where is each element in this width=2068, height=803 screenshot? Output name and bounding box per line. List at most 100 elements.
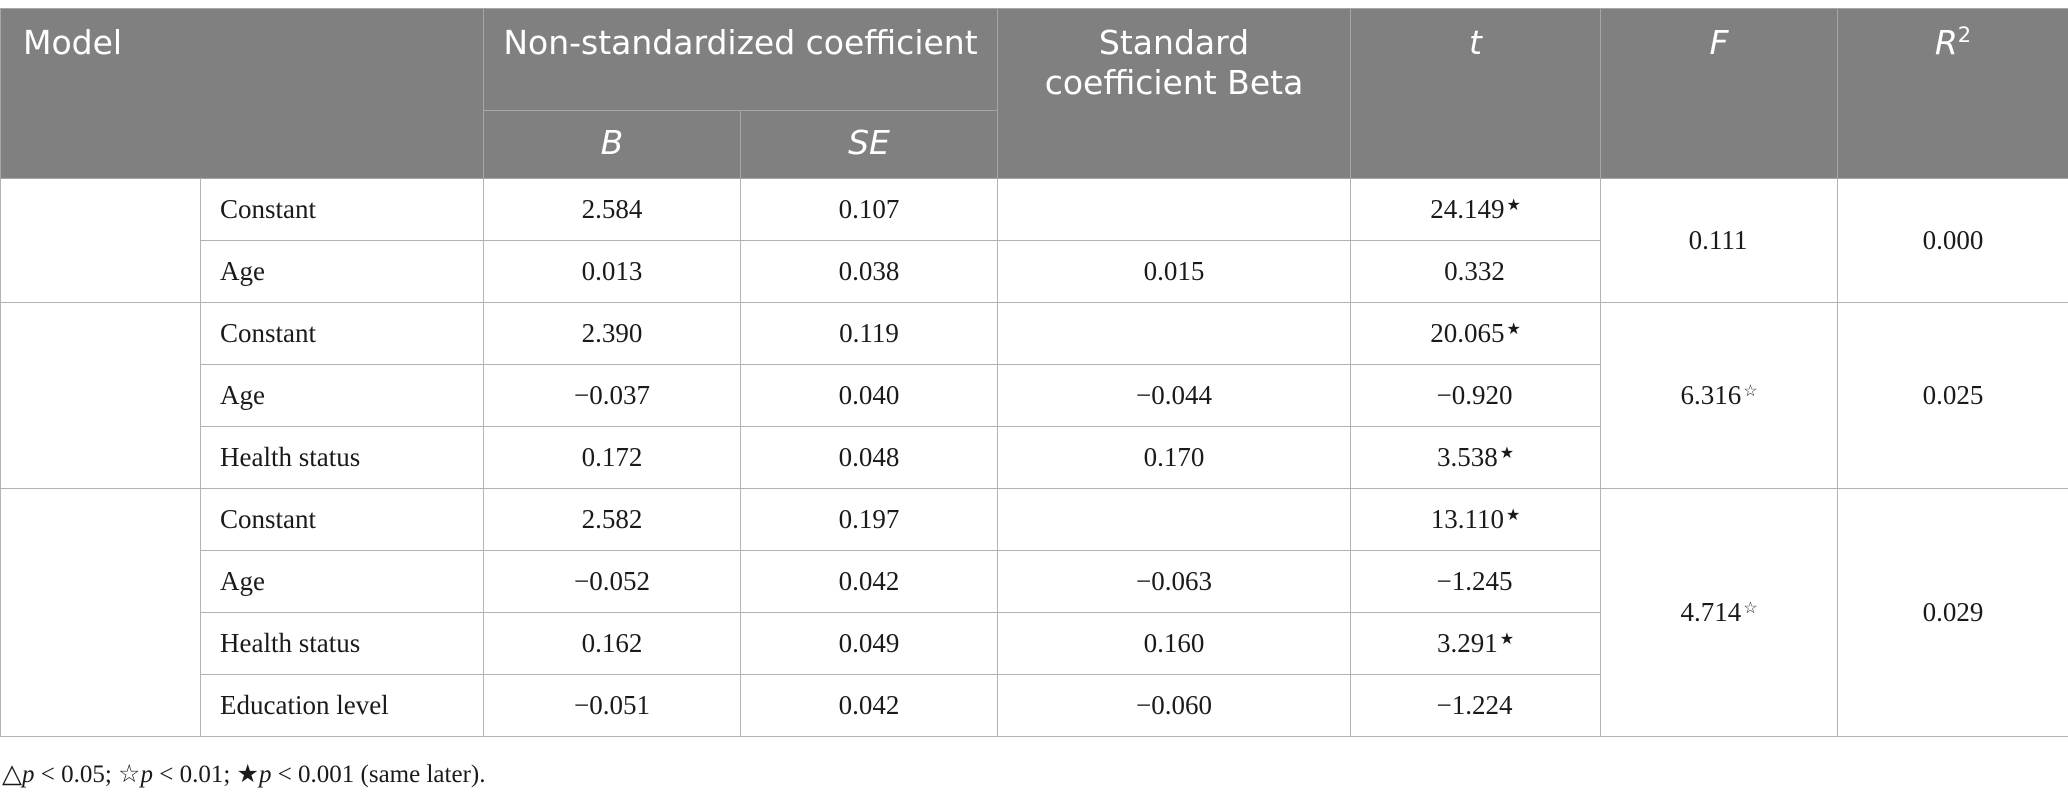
r-squared-superscript: 2 bbox=[1957, 23, 1972, 47]
table-row: Age −0.037 0.040 −0.044 −0.920 bbox=[1, 364, 2068, 427]
se-cell: 0.042 bbox=[740, 674, 998, 737]
se-cell: 0.049 bbox=[740, 612, 998, 675]
table-footnote: △p < 0.05; ☆p < 0.01; ★p < 0.001 (same l… bbox=[2, 759, 485, 789]
footnote-text: < 0.01; bbox=[152, 761, 237, 788]
significance-mark: ★ bbox=[1499, 445, 1515, 462]
table-row: Health status 0.162 0.049 0.160 3.291 ★ bbox=[1, 612, 2068, 675]
b-cell: 0.172 bbox=[483, 426, 741, 489]
beta-cell bbox=[997, 488, 1351, 551]
variable-cell: Health status bbox=[200, 612, 484, 675]
t-value: 3.538 bbox=[1436, 442, 1498, 472]
b-cell: 2.390 bbox=[483, 302, 741, 365]
t-value: 24.149 bbox=[1430, 194, 1505, 224]
p-symbol: p bbox=[22, 761, 35, 788]
f-value: 0.111 bbox=[1688, 225, 1748, 255]
se-cell: 0.038 bbox=[740, 240, 998, 303]
variable-cell: Age bbox=[200, 550, 484, 613]
header-f: F bbox=[1600, 8, 1838, 179]
table-row: Health status 0.172 0.048 0.170 3.538 ★ bbox=[1, 426, 2068, 489]
significance-mark: ★ bbox=[1506, 197, 1521, 214]
beta-cell bbox=[997, 178, 1351, 241]
beta-cell bbox=[997, 302, 1351, 365]
beta-cell: 0.015 bbox=[997, 240, 1351, 303]
t-cell: 24.149 ★ bbox=[1350, 178, 1601, 241]
variable-cell: Age bbox=[200, 240, 484, 303]
filled-star-icon: ★ bbox=[236, 761, 259, 788]
se-cell: 0.040 bbox=[740, 364, 998, 427]
t-cell: 20.065 ★ bbox=[1350, 302, 1601, 365]
table-row: Constant 2.582 0.197 13.110 ★ 4.714 ☆ 0.02… bbox=[0, 488, 2068, 737]
footnote-text: < 0.05; bbox=[34, 761, 119, 788]
variable-cell: Constant bbox=[200, 488, 484, 551]
t-cell: 0.332 bbox=[1350, 240, 1601, 303]
b-cell: −0.037 bbox=[483, 364, 741, 427]
header-model: Model bbox=[0, 8, 484, 179]
t-cell: 3.538 ★ bbox=[1350, 426, 1601, 489]
variable-cell: Age bbox=[200, 364, 484, 427]
t-cell: 13.110 ★ bbox=[1350, 488, 1601, 551]
f-value: 4.714 bbox=[1680, 597, 1742, 627]
r2-cell: 0.000 bbox=[1837, 178, 2068, 303]
t-cell: −0.920 bbox=[1350, 364, 1601, 427]
model-number-cell bbox=[0, 178, 201, 303]
t-cell: 3.291 ★ bbox=[1350, 612, 1601, 675]
table-row: Education level −0.051 0.042 −0.060 −1.2… bbox=[1, 674, 2068, 737]
header-non-standardized-coefficient: Non-standardized coefficient bbox=[483, 8, 998, 111]
t-value: −1.245 bbox=[1436, 566, 1513, 596]
p-symbol: p bbox=[258, 761, 272, 788]
f-cell: 6.316 ☆ bbox=[1600, 302, 1838, 489]
r2-cell: 0.029 bbox=[1837, 488, 2068, 737]
b-cell: 0.162 bbox=[483, 612, 741, 675]
header-r-squared: R2 bbox=[1837, 8, 2068, 179]
significance-mark: ★ bbox=[1499, 631, 1515, 648]
triangle-icon: △ bbox=[2, 759, 22, 788]
beta-cell: −0.060 bbox=[997, 674, 1351, 737]
t-value: −0.920 bbox=[1436, 380, 1513, 410]
b-cell: 2.582 bbox=[483, 488, 741, 551]
r2-cell: 0.025 bbox=[1837, 302, 2068, 489]
p-symbol: p bbox=[140, 761, 153, 788]
regression-table: Model Non-standardized coefficient Stand… bbox=[0, 8, 2068, 737]
t-value: 20.065 bbox=[1430, 318, 1505, 348]
table-row: Constant 2.584 0.107 24.149 ★ 0.111 0.000 bbox=[0, 178, 2068, 303]
se-cell: 0.048 bbox=[740, 426, 998, 489]
beta-cell: 0.170 bbox=[997, 426, 1351, 489]
b-cell: 2.584 bbox=[483, 178, 741, 241]
variable-cell: Health status bbox=[200, 426, 484, 489]
header-t: t bbox=[1350, 8, 1601, 179]
t-cell: −1.245 bbox=[1350, 550, 1601, 613]
b-cell: 0.013 bbox=[483, 240, 741, 303]
variable-cell: Constant bbox=[200, 178, 484, 241]
f-value: 6.316 bbox=[1680, 380, 1742, 410]
b-cell: −0.051 bbox=[483, 674, 741, 737]
beta-cell: −0.063 bbox=[997, 550, 1351, 613]
significance-mark: ☆ bbox=[1743, 600, 1758, 617]
se-cell: 0.197 bbox=[740, 488, 998, 551]
t-cell: −1.224 bbox=[1350, 674, 1601, 737]
f-cell: 4.714 ☆ bbox=[1600, 488, 1838, 737]
footnote-text: < 0.001 (same later). bbox=[271, 761, 486, 788]
f-cell: 0.111 bbox=[1600, 178, 1838, 303]
se-cell: 0.119 bbox=[740, 302, 998, 365]
open-star-icon: ☆ bbox=[118, 761, 141, 788]
table-row: Constant 2.390 0.119 20.065 ★ 6.316 ☆ 0.02… bbox=[0, 302, 2068, 489]
model-number-cell bbox=[0, 488, 201, 737]
se-cell: 0.042 bbox=[740, 550, 998, 613]
variable-cell: Constant bbox=[200, 302, 484, 365]
t-value: 0.332 bbox=[1444, 256, 1505, 286]
se-cell: 0.107 bbox=[740, 178, 998, 241]
b-cell: −0.052 bbox=[483, 550, 741, 613]
header-b: B bbox=[483, 110, 741, 179]
significance-mark: ★ bbox=[1505, 507, 1521, 524]
model-number-cell bbox=[0, 302, 201, 489]
beta-cell: −0.044 bbox=[997, 364, 1351, 427]
t-value: 3.291 bbox=[1436, 628, 1498, 658]
variable-cell: Education level bbox=[200, 674, 484, 737]
header-standard-coefficient-beta: Standard coefficient Beta bbox=[997, 8, 1351, 179]
t-value: 13.110 bbox=[1430, 504, 1504, 534]
table-row: Age −0.052 0.042 −0.063 −1.245 bbox=[1, 550, 2068, 613]
t-value: −1.224 bbox=[1436, 690, 1513, 720]
significance-mark: ☆ bbox=[1743, 383, 1758, 400]
beta-cell: 0.160 bbox=[997, 612, 1351, 675]
significance-mark: ★ bbox=[1506, 321, 1521, 338]
